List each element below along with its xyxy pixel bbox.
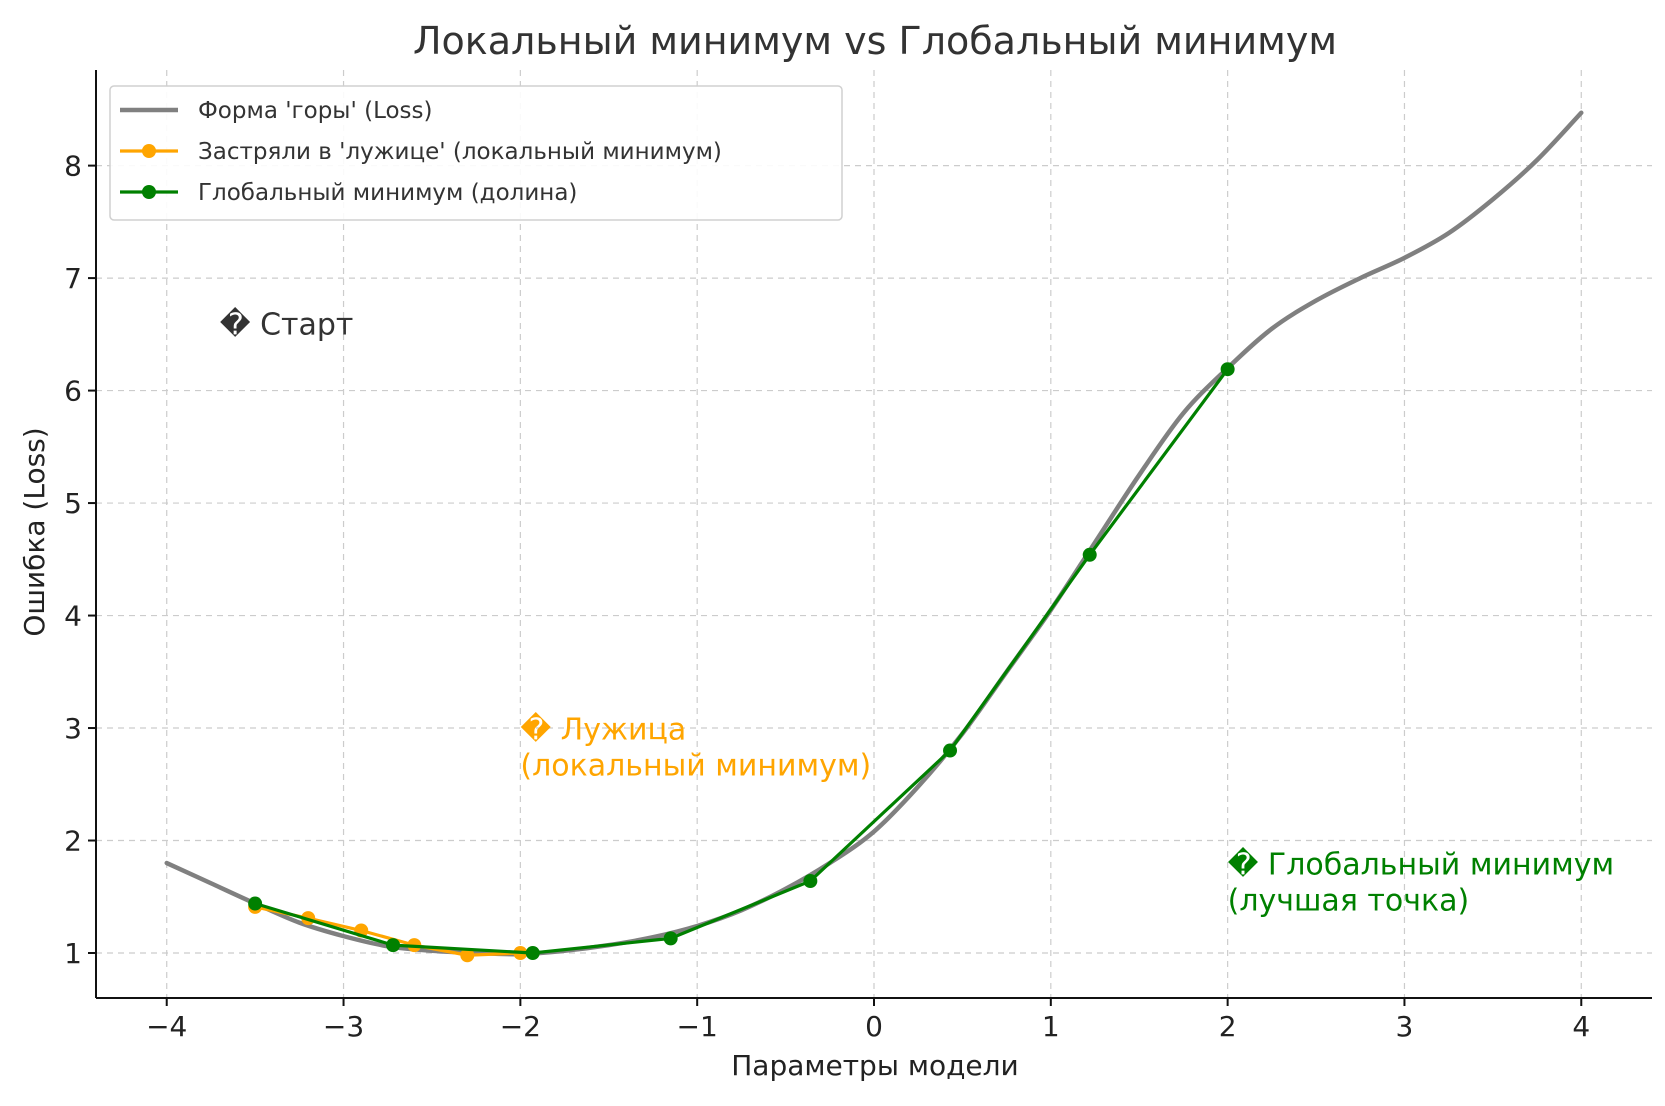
- x-tick-label: 1: [1042, 1010, 1060, 1043]
- x-tick-label: 0: [865, 1010, 883, 1043]
- y-tick-label: 8: [64, 150, 82, 183]
- axes: −4 −3 −2 −1 0 1 2 3 4 1 2 3 4 5 6 7 8: [64, 70, 1652, 1043]
- global-minimum-point: [663, 931, 678, 946]
- y-tick-label: 5: [64, 487, 82, 520]
- global-minimum-point: [525, 946, 540, 961]
- y-tick-label: 6: [64, 375, 82, 408]
- plot-series: [164, 110, 1584, 963]
- global-minimum-line: [254, 368, 1229, 955]
- legend-label-local-minimum: Застряли в 'лужице' (локальный минимум): [198, 139, 722, 165]
- global-minimum-point: [248, 896, 263, 911]
- x-tick-label: −3: [323, 1010, 364, 1043]
- y-axis-label: Ошибка (Loss): [18, 427, 51, 636]
- y-tick-label: 2: [64, 825, 82, 858]
- global-minimum-annotation: � Глобальный минимум (лучшая точка): [1228, 846, 1614, 918]
- global-minimum-point: [803, 874, 818, 889]
- local-minimum-point: [460, 948, 475, 963]
- start-annotation-line: � Старт: [220, 306, 354, 342]
- loss-curve-line: [164, 110, 1584, 957]
- legend-marker-global-minimum: [142, 185, 156, 199]
- legend-label-global-minimum: Глобальный минимум (долина): [198, 180, 577, 206]
- global-minimum-point: [1082, 547, 1097, 562]
- annotations: � Старт � Лужица (локальный минимум) � Глоб…: [220, 306, 1614, 918]
- legend-marker-local-minimum: [142, 144, 156, 158]
- local-minimum-annotation-line: � Лужица: [520, 711, 686, 747]
- x-tick-label: 3: [1396, 1010, 1414, 1043]
- chart-title: Локальный минимум vs Глобальный минимум: [413, 19, 1337, 63]
- y-tick-label: 3: [64, 712, 82, 745]
- x-tick-label: 4: [1572, 1010, 1590, 1043]
- start-annotation: � Старт: [220, 306, 354, 342]
- global-minimum-point: [943, 743, 958, 758]
- legend-box: [109, 85, 843, 221]
- x-tick-label: 2: [1219, 1010, 1237, 1043]
- x-tick-label: −2: [500, 1010, 541, 1043]
- global-minimum-point: [386, 938, 401, 953]
- global-minimum-annotation-line: � Глобальный минимум: [1228, 846, 1614, 882]
- y-tick-label: 1: [64, 937, 82, 970]
- local-minimum-annotation: � Лужица (локальный минимум): [520, 711, 871, 783]
- x-tick-label: −4: [146, 1010, 187, 1043]
- grid: [96, 70, 1652, 998]
- y-tick-label: 7: [64, 262, 82, 295]
- local-minimum-annotation-line: (локальный минимум): [520, 748, 871, 783]
- y-tick-label: 4: [64, 600, 82, 633]
- global-minimum-point: [1220, 362, 1235, 377]
- global-minimum-annotation-line: (лучшая точка): [1228, 883, 1470, 918]
- x-axis-label: Параметры модели: [731, 1049, 1019, 1082]
- legend-label-loss-curve: Форма 'горы' (Loss): [198, 98, 433, 124]
- legend: Форма 'горы' (Loss) Застряли в 'лужице' (…: [109, 85, 843, 221]
- x-tick-label: −1: [677, 1010, 718, 1043]
